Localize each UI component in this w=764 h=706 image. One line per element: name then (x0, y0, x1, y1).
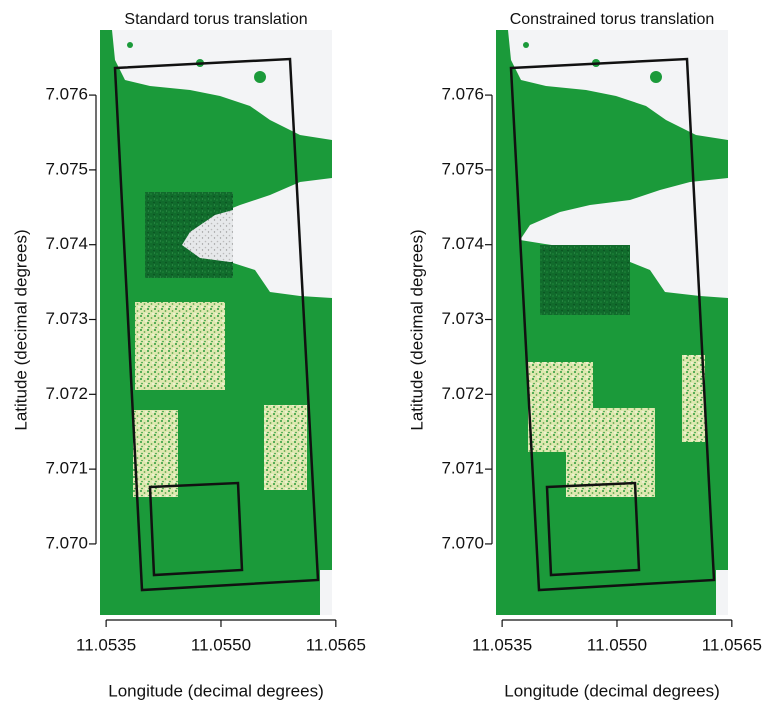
y-tick-label: 7.074 (441, 234, 484, 253)
x-tick-label: 11.0565 (306, 635, 366, 654)
y-axis-label: Latitude (decimal degrees) (11, 229, 30, 430)
x-tick-label: 11.0565 (702, 635, 762, 654)
y-tick-label: 7.073 (45, 309, 88, 328)
x-tick-label: 11.0550 (587, 635, 647, 654)
y-tick-label: 7.072 (441, 384, 484, 403)
y-tick-label: 7.071 (441, 459, 484, 478)
chart-title: Standard torus translation (124, 11, 307, 28)
y-tick-label: 7.071 (45, 459, 88, 478)
x-tick-label: 11.0550 (191, 635, 251, 654)
x-axis-label: Longitude (decimal degrees) (108, 681, 323, 700)
y-tick-label: 7.074 (45, 234, 88, 253)
y-tick-label: 7.076 (441, 85, 484, 104)
raster-right (496, 30, 728, 615)
y-tick-label: 7.072 (45, 384, 88, 403)
y-tick-label: 7.070 (45, 533, 88, 552)
x-tick-label: 11.0535 (472, 635, 532, 654)
y-tick-label: 7.075 (441, 159, 484, 178)
x-axis-label: Longitude (decimal degrees) (504, 681, 719, 700)
chart-title: Constrained torus translation (510, 11, 715, 28)
y-axis-label: Latitude (decimal degrees) (407, 229, 426, 430)
y-tick-label: 7.075 (45, 159, 88, 178)
raster-left (100, 30, 332, 615)
y-tick-label: 7.073 (441, 309, 484, 328)
x-tick-label: 11.0535 (76, 635, 136, 654)
y-tick-label: 7.076 (45, 85, 88, 104)
y-tick-label: 7.070 (441, 533, 484, 552)
